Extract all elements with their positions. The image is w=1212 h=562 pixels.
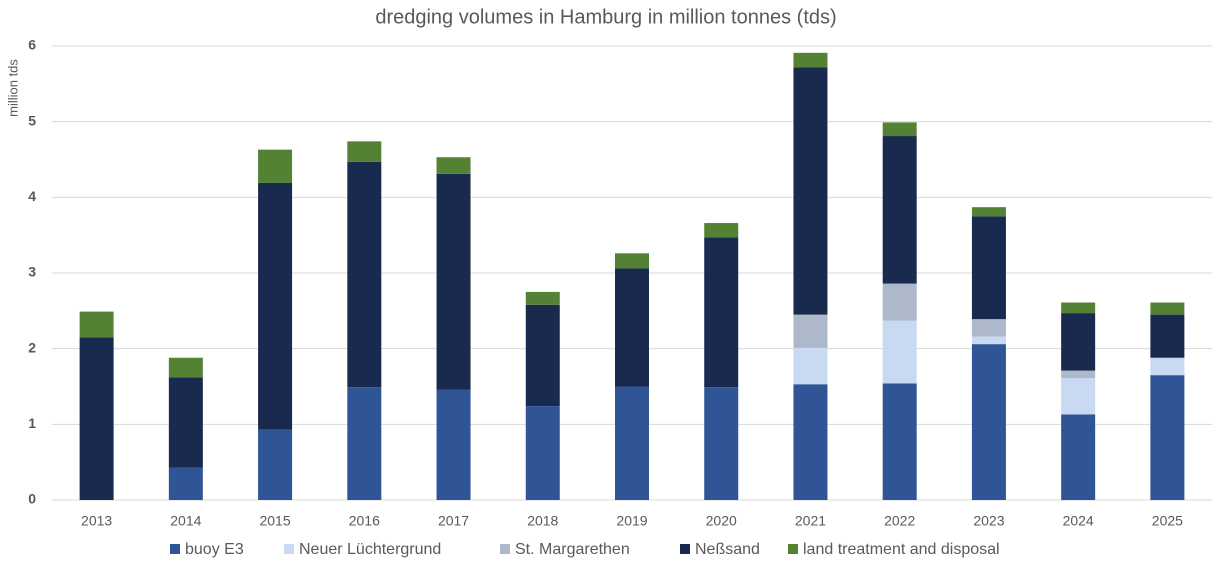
- bar-segment: [525, 406, 560, 500]
- x-tick-label: 2014: [170, 513, 201, 529]
- bar-segment: [436, 157, 471, 174]
- bar-segment: [258, 429, 293, 500]
- bar-segment: [882, 383, 917, 500]
- x-tick-label: 2021: [795, 513, 826, 529]
- y-tick-label: 3: [28, 264, 36, 280]
- x-tick-label: 2013: [81, 513, 112, 529]
- y-tick-label: 0: [28, 491, 36, 507]
- bar-segment: [793, 67, 828, 315]
- y-tick-label: 1: [28, 415, 36, 431]
- bar-segment: [793, 314, 828, 348]
- bar-segment: [347, 141, 382, 162]
- bar-segment: [258, 149, 293, 183]
- bar-segment: [1150, 357, 1185, 376]
- y-tick-label: 5: [28, 112, 36, 128]
- bar-segment: [971, 207, 1006, 217]
- bar-segment: [1061, 414, 1096, 500]
- bar-segment: [525, 291, 560, 305]
- bar-segment: [793, 384, 828, 500]
- bar-segment: [704, 223, 739, 238]
- bar-segment: [1061, 313, 1096, 371]
- x-tick-label: 2024: [1063, 513, 1094, 529]
- bar-segment: [971, 319, 1006, 337]
- bar-segment: [615, 253, 649, 269]
- bar-segment: [971, 344, 1006, 500]
- chart-title: dredging volumes in Hamburg in million t…: [375, 6, 836, 28]
- bar-segment: [525, 304, 560, 407]
- bar-segment: [436, 173, 471, 390]
- legend-label: Neßsand: [695, 541, 760, 558]
- y-axis-label: million tds: [5, 59, 20, 117]
- bar-segment: [615, 268, 649, 387]
- x-tick-label: 2023: [973, 513, 1004, 529]
- legend-label: land treatment and disposal: [803, 541, 1000, 558]
- y-tick-label: 4: [28, 188, 36, 204]
- bar-segment: [1061, 302, 1096, 314]
- x-tick-label: 2019: [616, 513, 647, 529]
- bar-segment: [882, 136, 917, 284]
- legend-label: Neuer Lüchtergrund: [299, 541, 441, 558]
- x-tick-label: 2020: [706, 513, 737, 529]
- legend-label: buoy E3: [185, 541, 244, 558]
- bar-segment: [79, 337, 114, 500]
- legend-swatch: [170, 544, 180, 554]
- bar-segment: [971, 336, 1006, 345]
- x-tick-label: 2016: [349, 513, 380, 529]
- bar-segment: [168, 357, 203, 378]
- bar-segment: [1150, 302, 1185, 315]
- x-tick-label: 2018: [527, 513, 558, 529]
- bar-segment: [793, 52, 828, 68]
- bar-segment: [79, 311, 114, 338]
- legend-swatch: [284, 544, 294, 554]
- legend-swatch: [788, 544, 798, 554]
- bar-segment: [258, 182, 293, 430]
- y-tick-label: 6: [28, 37, 36, 53]
- legend-label: St. Margarethen: [515, 541, 630, 558]
- bar-segment: [347, 161, 382, 388]
- bar-segment: [704, 237, 739, 388]
- bar-segment: [882, 122, 917, 137]
- bar-segment: [436, 389, 471, 500]
- x-tick-label: 2022: [884, 513, 915, 529]
- bar-segment: [882, 320, 917, 384]
- y-tick-label: 2: [28, 339, 36, 355]
- x-tick-label: 2017: [438, 513, 469, 529]
- legend-swatch: [680, 544, 690, 554]
- bar-segment: [168, 377, 203, 468]
- legend-swatch: [500, 544, 510, 554]
- bar-segment: [971, 216, 1006, 320]
- bar-segment: [704, 387, 739, 500]
- bar-segment: [615, 386, 649, 500]
- bar-segment: [793, 347, 828, 385]
- x-tick-label: 2025: [1152, 513, 1183, 529]
- bar-segment: [1150, 375, 1185, 500]
- bar-segment: [1061, 370, 1096, 379]
- bar-segment: [168, 467, 203, 500]
- bar-segment: [882, 283, 917, 321]
- bar-segment: [1150, 314, 1185, 358]
- bar-segment: [347, 387, 382, 500]
- x-tick-label: 2015: [259, 513, 290, 529]
- bar-segment: [1061, 378, 1096, 415]
